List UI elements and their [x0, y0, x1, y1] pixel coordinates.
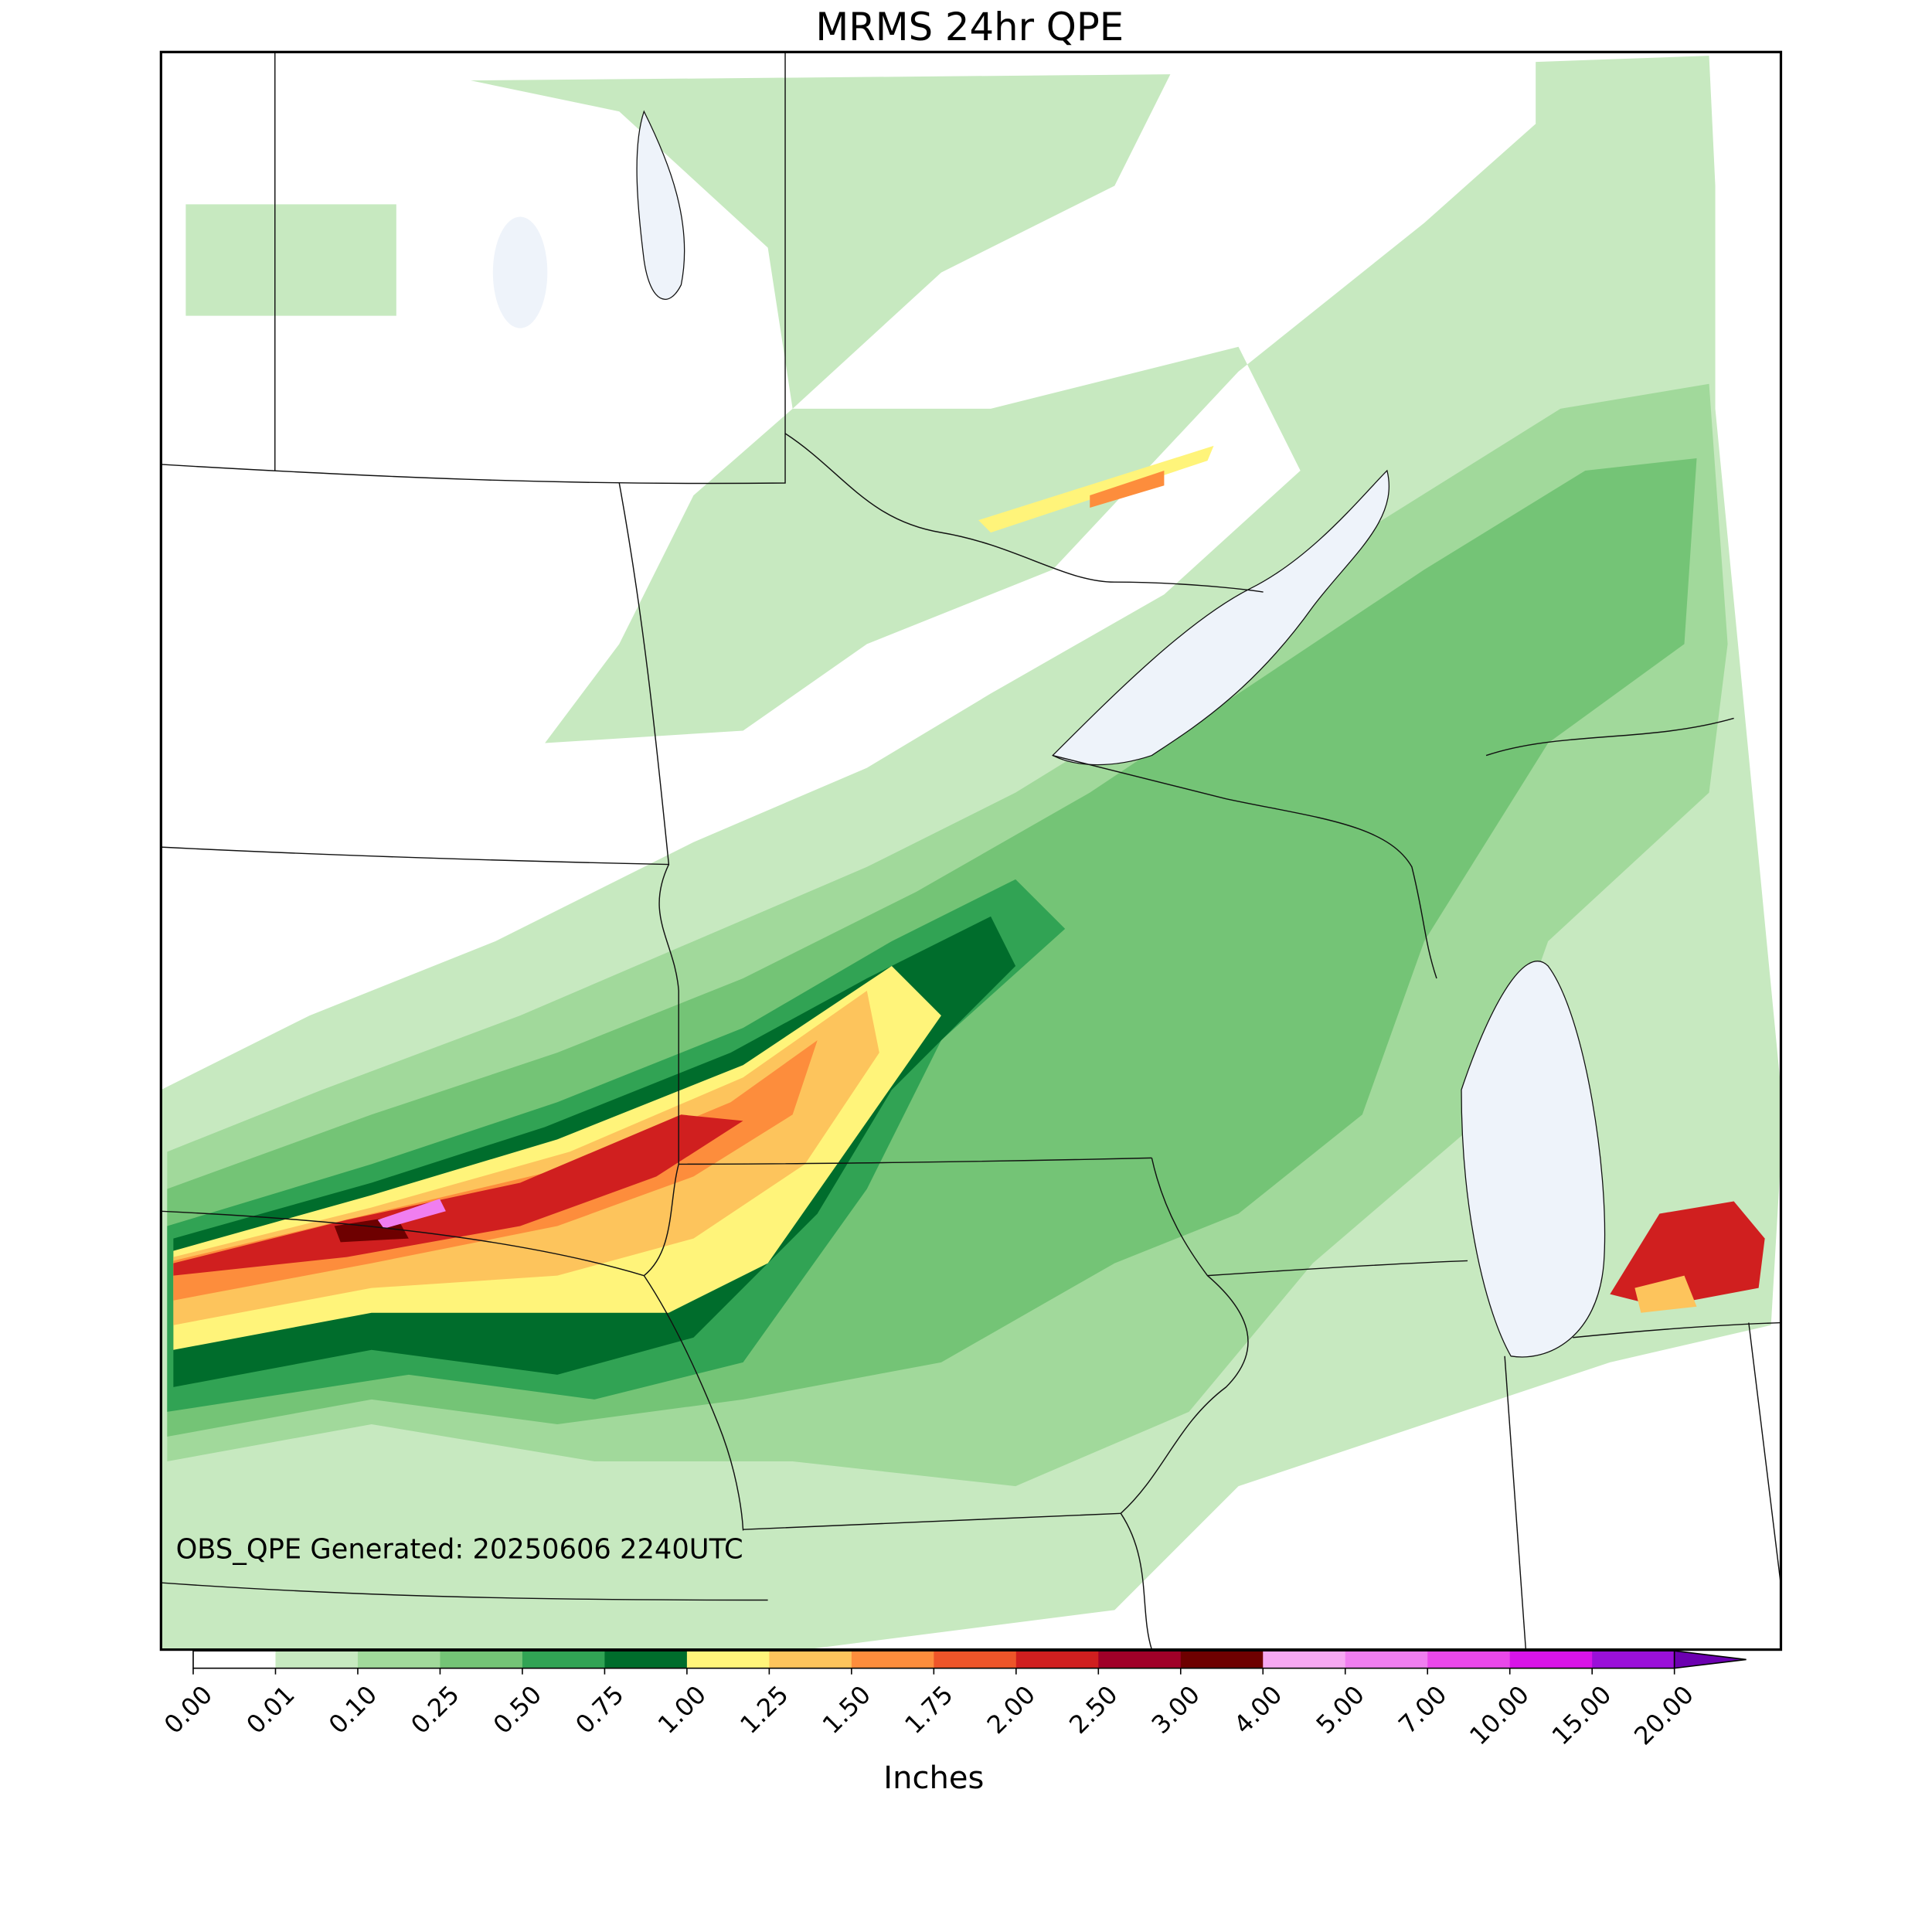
- colorbar-tick-label: 1.75: [899, 1680, 958, 1740]
- colorbar-segment: [1180, 1651, 1264, 1668]
- colorbar: 0.00 0.01 0.10 0.25 0.50 0.75 1.00 1.25 1.50 1.75…: [158, 1650, 1747, 1751]
- precip-field: [161, 52, 1781, 1650]
- colorbar-tick-label: 4.00: [1228, 1680, 1287, 1740]
- colorbar-label: Inches: [883, 1760, 984, 1796]
- colorbar-segment: [851, 1651, 935, 1668]
- colorbar-tick-label: 1.25: [734, 1680, 794, 1740]
- colorbar-tick-label: 1.00: [652, 1680, 712, 1740]
- colorbar-segment: [1345, 1651, 1429, 1668]
- colorbar-tick-label: 0.01: [240, 1680, 300, 1740]
- colorbar-tick-label: 7.00: [1393, 1680, 1452, 1740]
- map-frame: [159, 50, 1783, 1651]
- colorbar-segment: [275, 1651, 359, 1668]
- colorbar-extend: [1673, 1650, 1747, 1669]
- colorbar-segment: [1263, 1651, 1346, 1668]
- colorbar-tick-label: 3.00: [1146, 1680, 1206, 1740]
- colorbar-segment: [193, 1651, 277, 1668]
- colorbar-segment: [1509, 1651, 1593, 1668]
- colorbar-segment: [357, 1651, 441, 1668]
- colorbar-tick-label: 15.00: [1546, 1680, 1617, 1751]
- colorbar-segment: [934, 1651, 1017, 1668]
- colorbar-segment: [604, 1651, 688, 1668]
- colorbar-segment: [1015, 1651, 1100, 1668]
- colorbar-segment: [1427, 1651, 1511, 1668]
- colorbar-segment: [1098, 1651, 1182, 1668]
- colorbar-tick-label: 2.00: [981, 1680, 1041, 1740]
- colorbar-tick-label: 20.00: [1628, 1680, 1699, 1751]
- colorbar-segment: [522, 1651, 606, 1668]
- colorbar-tick-label: 2.50: [1063, 1680, 1123, 1740]
- colorbar-segment: [686, 1651, 770, 1668]
- colorbar-segment: [440, 1651, 523, 1668]
- colorbar-tick-label: 10.00: [1464, 1680, 1535, 1751]
- generated-note: OBS_QPE Generated: 20250606 2240UTC: [176, 1533, 743, 1565]
- colorbar-tick-label: 0.75: [570, 1680, 629, 1740]
- colorbar-tick-label: 0.00: [158, 1680, 218, 1740]
- colorbar-segment: [769, 1651, 852, 1668]
- colorbar-tick-label: 0.10: [323, 1680, 383, 1740]
- colorbar-tick-label: 5.00: [1311, 1680, 1370, 1740]
- colorbar-tick-label: 0.50: [488, 1680, 547, 1740]
- map-title: MRMS 24hr QPE: [815, 5, 1124, 49]
- colorbar-tick-label: 0.25: [405, 1680, 464, 1740]
- colorbar-segment: [1592, 1651, 1675, 1668]
- colorbar-tick-label: 1.50: [817, 1680, 876, 1740]
